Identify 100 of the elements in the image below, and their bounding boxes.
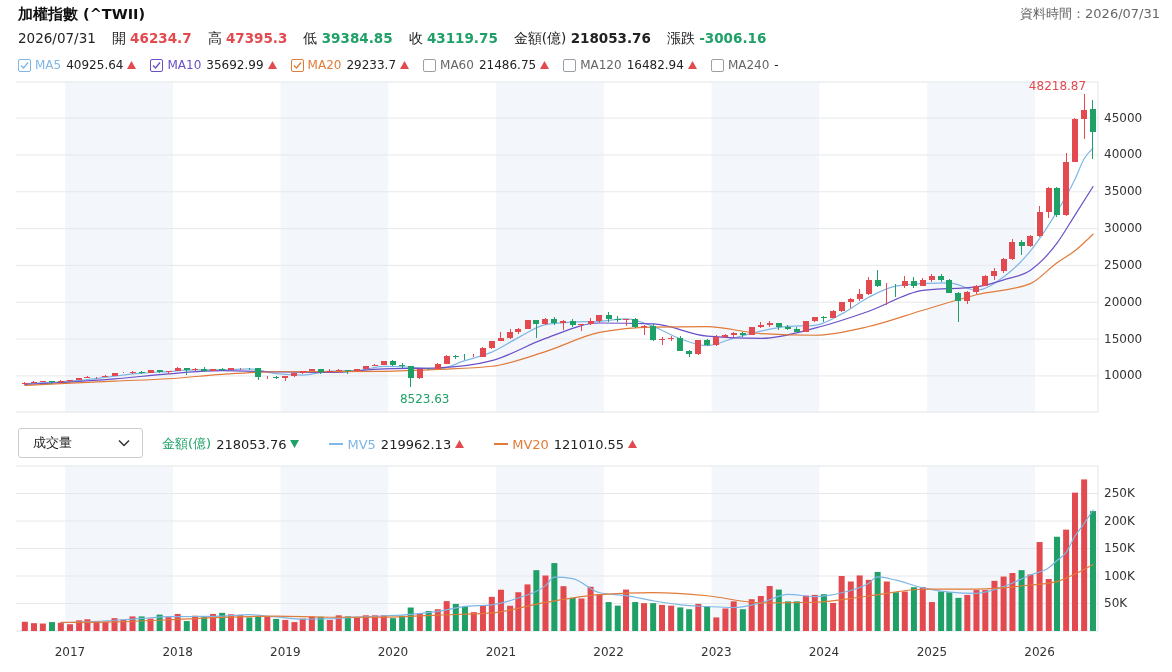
candlestick <box>57 379 64 384</box>
candlestick <box>372 363 378 367</box>
x-tick-label: 2017 <box>54 645 86 659</box>
bar <box>533 570 540 631</box>
candlestick <box>1009 238 1016 261</box>
line-series <box>24 233 1094 387</box>
bar <box>811 594 818 631</box>
bar <box>1000 576 1007 631</box>
candlestick <box>30 380 37 384</box>
text: 收 43119.75 <box>408 30 498 48</box>
bar <box>686 609 693 631</box>
y-tick-label: 250K <box>1104 486 1136 500</box>
x-tick-label: 2026 <box>1024 645 1055 659</box>
x-tick-label: 2020 <box>377 645 409 659</box>
bar <box>542 575 549 631</box>
bar <box>919 587 926 631</box>
text: 29233.7 <box>346 58 397 72</box>
bar <box>282 619 289 631</box>
bar <box>623 589 630 631</box>
bar <box>722 608 729 631</box>
bar <box>488 596 495 631</box>
bar <box>443 601 450 631</box>
chart-title: 加權指數 (^TWII) <box>18 5 146 24</box>
x-tick-label: 2025 <box>916 645 948 659</box>
y-tick-label: 45000 <box>1104 110 1143 125</box>
candlestick <box>1089 99 1096 160</box>
bar <box>1045 579 1052 631</box>
text: 金額(億) <box>162 435 212 453</box>
bar <box>847 581 854 631</box>
bar <box>766 586 773 631</box>
bar <box>551 563 558 631</box>
bar <box>641 603 648 631</box>
y-tick-label: 20000 <box>1104 294 1143 309</box>
bar <box>1089 511 1096 631</box>
legend-label: MV5 <box>347 436 376 452</box>
bar <box>982 590 989 631</box>
bar <box>632 602 639 631</box>
bar <box>326 619 333 631</box>
bar <box>1018 570 1025 631</box>
bar <box>461 606 468 631</box>
bar <box>596 594 603 631</box>
x-tick-label: 2023 <box>701 645 732 659</box>
x-tick-label: 2021 <box>485 645 517 659</box>
candlestick <box>623 318 630 327</box>
text: 低 39384.85 <box>303 30 393 48</box>
x-tick-label: 2019 <box>270 645 301 659</box>
legend-label: MA20 <box>307 58 342 72</box>
bar <box>1027 574 1034 631</box>
bar <box>820 594 827 631</box>
bar <box>901 591 908 631</box>
bar <box>470 612 477 631</box>
bar <box>1071 492 1078 631</box>
y-tick-label: 50K <box>1104 596 1129 610</box>
bar <box>973 590 980 631</box>
bar <box>856 575 863 631</box>
bar <box>1036 542 1043 631</box>
bar <box>569 597 576 631</box>
bar <box>273 618 280 631</box>
bar <box>668 605 675 631</box>
bar <box>748 599 755 631</box>
annotation: 48218.87 <box>1028 79 1087 94</box>
text: MA240 - <box>727 58 779 72</box>
text: 40925.64 <box>66 58 124 72</box>
bar <box>964 594 971 631</box>
bar <box>389 618 396 631</box>
candlestick <box>928 273 935 283</box>
text: 開 46234.7 <box>111 30 192 48</box>
bar <box>757 596 764 631</box>
bar <box>1063 529 1070 631</box>
bar <box>883 581 890 631</box>
bar <box>354 617 360 631</box>
annotation: 8523.63 <box>399 391 450 406</box>
bar <box>928 602 935 631</box>
text: 218053.76 <box>216 436 287 452</box>
y-tick-label: 200K <box>1104 513 1136 528</box>
bar <box>560 586 567 631</box>
y-tick-label: 40000 <box>1104 147 1143 162</box>
bar <box>165 617 172 631</box>
bar <box>605 602 612 631</box>
text: 35692.99 <box>206 58 264 72</box>
y-tick-label: 10000 <box>1104 368 1143 383</box>
bar <box>183 621 190 631</box>
bar <box>830 602 837 631</box>
bar <box>802 595 809 631</box>
text: 漲跌 -3006.16 <box>666 30 767 48</box>
bar <box>793 601 800 631</box>
candlestick <box>1081 93 1088 140</box>
text: 2026/07/31 <box>18 30 96 48</box>
bar <box>39 623 46 631</box>
bar <box>515 592 522 631</box>
bar <box>524 584 531 631</box>
bar <box>704 606 711 631</box>
bar <box>1081 479 1088 631</box>
y-tick-label: 15000 <box>1104 331 1143 346</box>
y-tick-label: 35000 <box>1104 184 1143 199</box>
bar <box>677 607 684 631</box>
bar <box>695 603 702 631</box>
candlestick <box>910 276 917 289</box>
legend-label: MA10 <box>167 58 202 72</box>
y-tick-label: 30000 <box>1104 221 1143 236</box>
